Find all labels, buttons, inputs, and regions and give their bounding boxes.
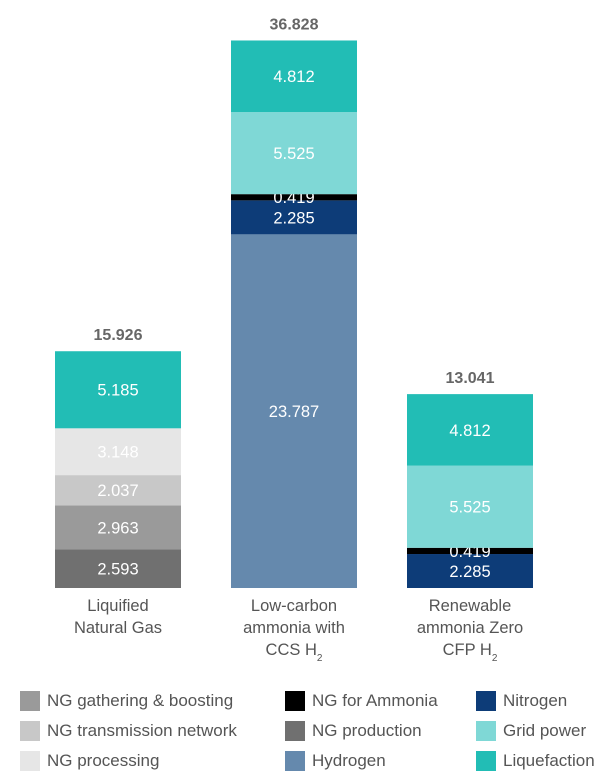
legend-item: Liquefaction xyxy=(476,751,595,771)
data-label: 2.963 xyxy=(97,519,138,537)
data-label: 2.593 xyxy=(97,561,138,579)
data-label: 23.787 xyxy=(269,403,319,421)
legend-swatch xyxy=(20,751,40,771)
bar-segment-liquefaction xyxy=(55,351,181,429)
category-label: ammonia Zero xyxy=(417,619,523,637)
bar-segment-ng-production xyxy=(55,549,181,588)
legend-item: NG transmission network xyxy=(20,721,237,741)
bar-segment-liquefaction xyxy=(231,40,357,113)
data-label: 3.148 xyxy=(97,444,138,462)
legend-swatch xyxy=(285,721,305,741)
bar-segment-grid-power xyxy=(407,465,533,548)
legend-label: NG processing xyxy=(47,751,160,770)
chart-plot-area: 2.593 2.963 2.037 3.148 5.185 15.926 Liquified… xyxy=(55,16,533,664)
bar-segment-grid-power xyxy=(231,112,357,195)
legend-label: NG transmission network xyxy=(47,721,237,740)
bar-segment-hydrogen xyxy=(231,234,357,588)
bar-segment-ng-processing xyxy=(55,428,181,476)
bar-segment-nitrogen xyxy=(407,554,533,588)
category-label: Liquified xyxy=(87,597,148,615)
data-label: 5.525 xyxy=(449,499,490,517)
legend-label: Nitrogen xyxy=(503,691,568,710)
bar-segment-liquefaction xyxy=(407,394,533,466)
total-label: 15.926 xyxy=(94,327,143,344)
legend-item: NG for Ammonia xyxy=(285,691,438,711)
data-label: 4.812 xyxy=(449,422,490,440)
legend-label: Liquefaction xyxy=(503,751,595,770)
data-label: 2.285 xyxy=(273,209,314,227)
category-label: ammonia with xyxy=(243,619,345,637)
legend-swatch xyxy=(476,691,496,711)
legend-item: NG gathering & boosting xyxy=(20,691,233,711)
bar-segment-nitrogen xyxy=(231,200,357,235)
legend-swatch xyxy=(285,751,305,771)
legend-item: NG processing xyxy=(20,751,159,771)
category-label: Renewable xyxy=(429,597,512,615)
legend-swatch xyxy=(20,721,40,741)
category-label: Low-carbon xyxy=(251,597,337,615)
bar-segment-ng-transmission-network xyxy=(55,475,181,506)
total-label: 13.041 xyxy=(446,370,495,387)
total-label: 36.828 xyxy=(270,16,319,33)
data-label: 2.285 xyxy=(449,563,490,581)
legend-item: Hydrogen xyxy=(285,751,386,771)
data-label: 2.037 xyxy=(97,482,138,500)
chart-legend: NG gathering & boosting NG for Ammonia Nit… xyxy=(0,688,616,780)
data-label: 4.812 xyxy=(273,68,314,86)
category-label: CFP H2 xyxy=(443,641,498,664)
legend-item: Grid power xyxy=(476,721,586,741)
bar-segment-ng-for-ammonia xyxy=(407,547,533,555)
bar-segment-ng-for-ammonia xyxy=(231,194,357,201)
legend-label: NG gathering & boosting xyxy=(47,691,234,710)
legend-item: NG production xyxy=(285,721,422,741)
legend-label: Hydrogen xyxy=(312,751,386,770)
legend-label: Grid power xyxy=(503,721,587,740)
legend-swatch xyxy=(20,691,40,711)
legend-label: NG production xyxy=(312,721,422,740)
legend-swatch xyxy=(476,751,496,771)
category-label: CCS H2 xyxy=(266,641,323,664)
data-label: 5.525 xyxy=(273,145,314,163)
legend-swatch xyxy=(285,691,305,711)
category-label: Natural Gas xyxy=(74,619,162,637)
bar-segment-ng-gathering-boosting xyxy=(55,505,181,550)
legend-label: NG for Ammonia xyxy=(312,691,438,710)
legend-swatch xyxy=(476,721,496,741)
data-label: 5.185 xyxy=(97,382,138,400)
legend-item: Nitrogen xyxy=(476,691,567,711)
